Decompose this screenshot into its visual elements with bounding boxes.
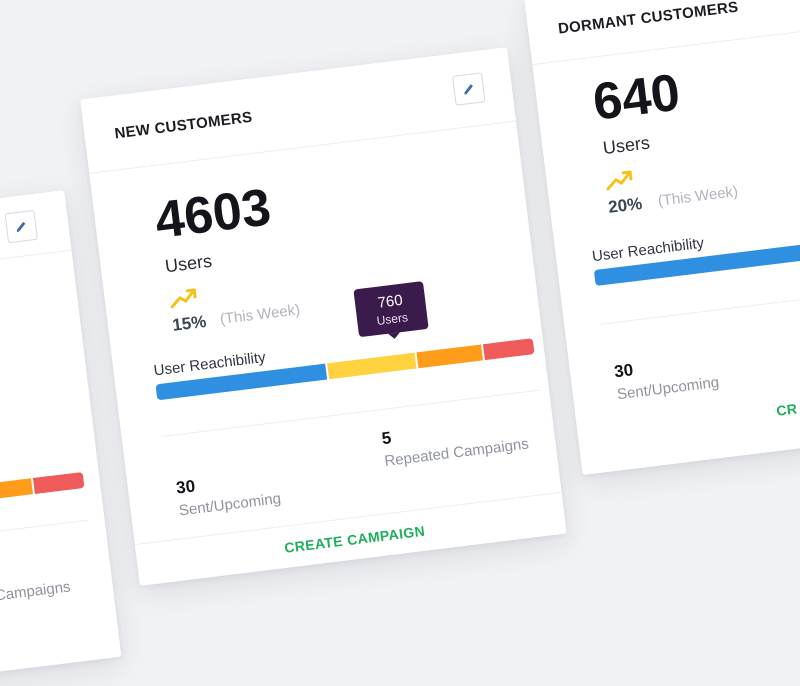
growth-period: (This Week) [219, 301, 302, 329]
dashboard-canvas: Campaigns NEW CUSTOMERS 4603 Users 15% (… [0, 0, 800, 647]
create-campaign-button[interactable]: CR [775, 400, 799, 419]
sent-upcoming-count: 30 [175, 476, 197, 498]
repeated-campaigns-label: Campaigns [0, 578, 72, 605]
growth-percent: 15% [171, 311, 208, 335]
bar-segment-orange [0, 478, 33, 500]
user-count-unit: Users [601, 132, 651, 159]
bar-segment-orange[interactable] [416, 344, 484, 369]
card-header [0, 190, 72, 280]
repeated-campaigns-count: 5 [380, 428, 393, 449]
bar-segment-red[interactable] [483, 338, 535, 361]
growth-period: (This Week) [656, 183, 739, 210]
dormant-customers-card: DORMANT CUSTOMERS 640 Users 20% (This We… [524, 0, 800, 476]
card-header: DORMANT CUSTOMERS [524, 0, 800, 66]
new-customers-card: NEW CUSTOMERS 4603 Users 15% (This Week)… [80, 47, 567, 586]
create-campaign-button[interactable]: CREATE CAMPAIGN [283, 522, 426, 556]
card-header: NEW CUSTOMERS [80, 47, 517, 174]
bar-segment-yellow[interactable] [327, 352, 417, 380]
pencil-icon [464, 84, 473, 95]
pencil-icon [16, 221, 26, 233]
growth-percent: 20% [607, 193, 644, 217]
edit-button[interactable] [452, 72, 486, 106]
bar-segment-red [32, 471, 85, 494]
card-title: NEW CUSTOMERS [113, 108, 254, 143]
left-customer-card: Campaigns [0, 190, 122, 686]
reachability-tooltip: 760 Users [353, 281, 429, 338]
reachability-bar [0, 471, 85, 515]
repeated-campaigns-label: Repeated Campaigns [383, 435, 530, 471]
edit-button[interactable] [4, 209, 38, 244]
user-count-unit: Users [163, 250, 214, 277]
card-title: DORMANT CUSTOMERS [557, 0, 740, 38]
divider [600, 291, 800, 325]
user-count: 640 [589, 63, 684, 132]
user-count: 4603 [152, 178, 274, 250]
sent-upcoming-count: 30 [613, 360, 635, 382]
trending-up-icon [606, 170, 633, 191]
divider [161, 389, 540, 438]
trending-up-icon [170, 288, 197, 309]
divider [0, 519, 89, 548]
